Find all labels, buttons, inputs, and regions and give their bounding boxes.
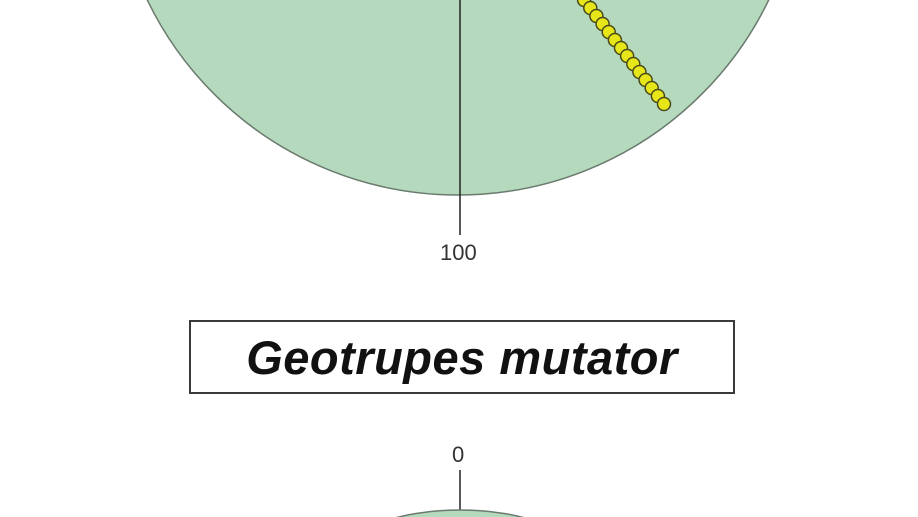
upper-circular-plot xyxy=(146,0,770,196)
species-label-box: Geotrupes mutator xyxy=(189,320,735,394)
lower-circular-plot xyxy=(395,509,525,517)
species-name: Geotrupes mutator xyxy=(246,330,678,384)
upper-plot-markers xyxy=(576,0,672,112)
lower-plot-tick-label-0: 0 xyxy=(452,442,465,467)
upper-plot-tick-label-100: 100 xyxy=(440,240,477,265)
data-marker xyxy=(656,96,672,112)
